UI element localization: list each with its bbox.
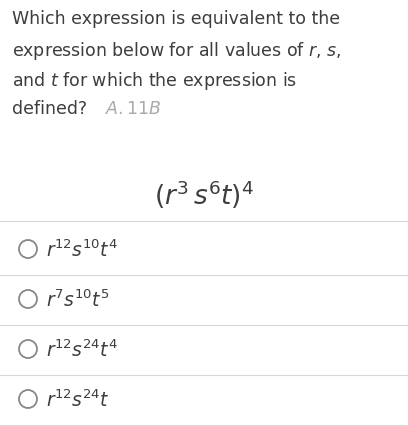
Text: expression below for all values of $r$, $s$,: expression below for all values of $r$, …: [12, 40, 341, 62]
Text: $r^7 s^{10} t^5$: $r^7 s^{10} t^5$: [46, 288, 109, 310]
Text: and $t$ for which the expression is: and $t$ for which the expression is: [12, 70, 297, 92]
Text: $(r^3\,s^6 t)^4$: $(r^3\,s^6 t)^4$: [154, 178, 254, 211]
Text: $A.11B$: $A.11B$: [105, 100, 162, 118]
Text: $r^{12} s^{24} t^4$: $r^{12} s^{24} t^4$: [46, 338, 118, 360]
Text: defined?: defined?: [12, 100, 87, 118]
Text: Which expression is equivalent to the: Which expression is equivalent to the: [12, 10, 340, 28]
Text: $r^{12} s^{10} t^4$: $r^{12} s^{10} t^4$: [46, 239, 118, 260]
Text: $r^{12} s^{24} t$: $r^{12} s^{24} t$: [46, 389, 110, 410]
